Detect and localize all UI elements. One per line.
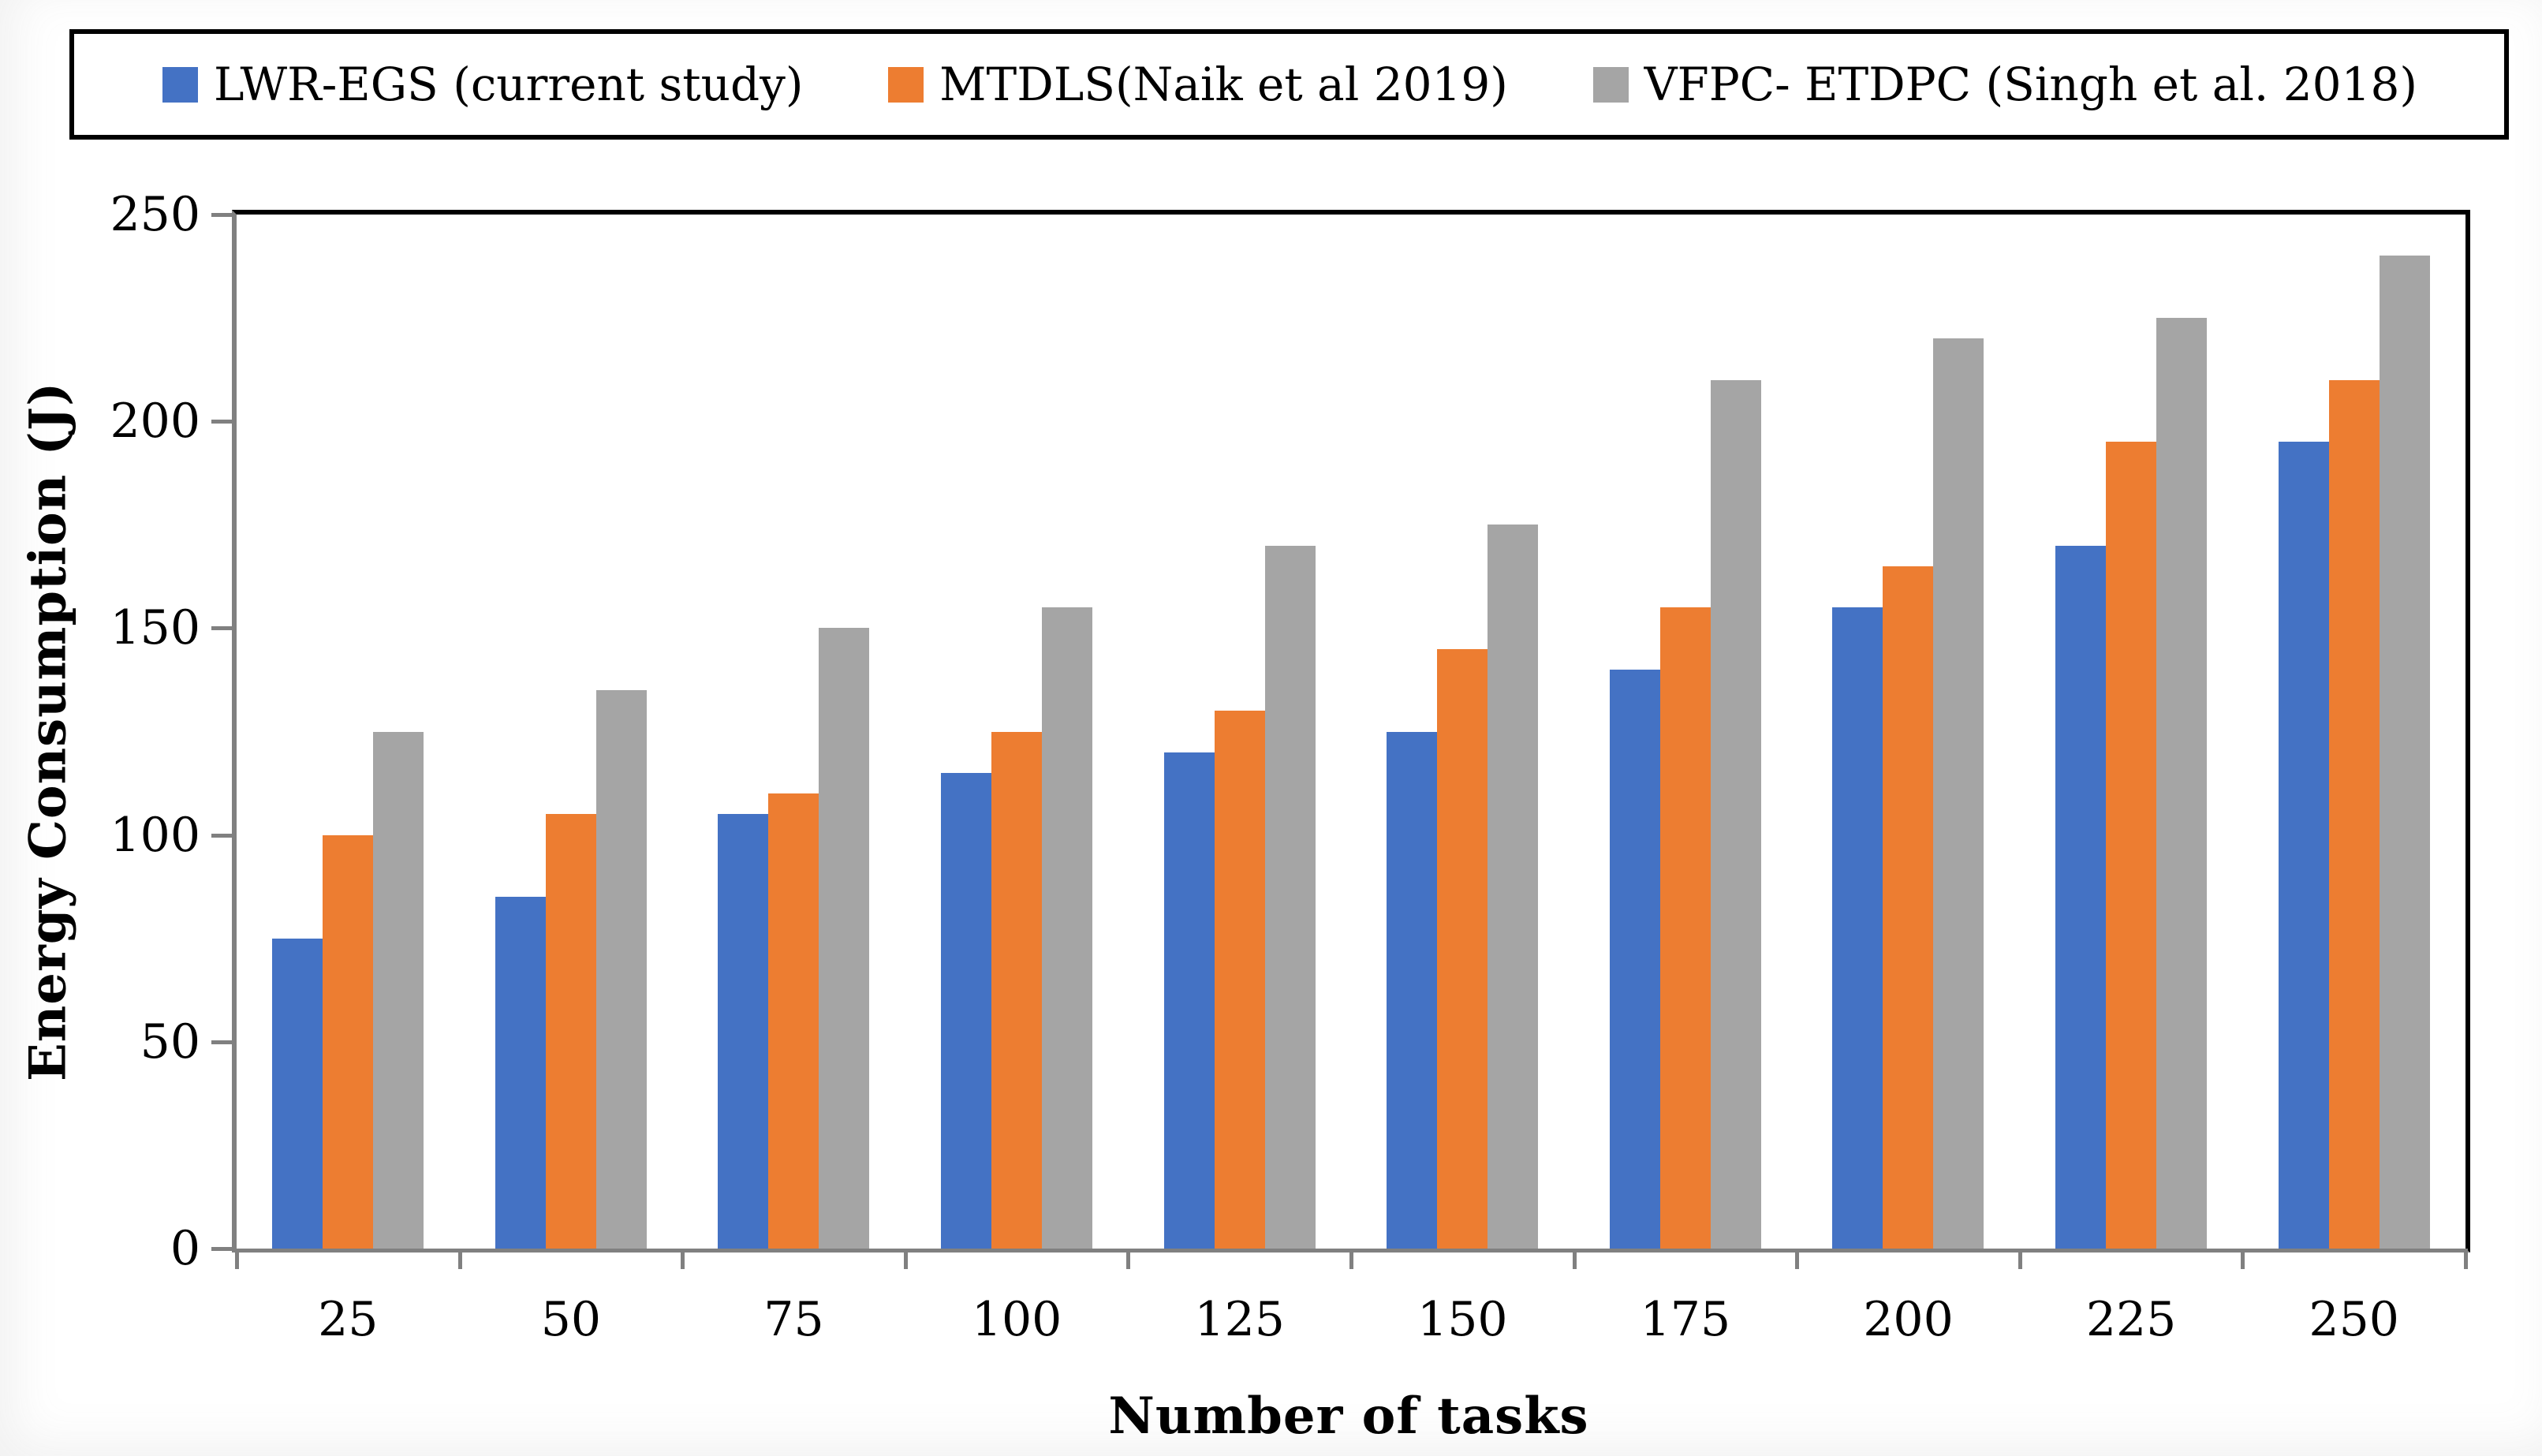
plot-area bbox=[232, 210, 2470, 1253]
legend-item-2: VFPC- ETDPC (Singh et al. 2018) bbox=[1592, 58, 2417, 111]
y-axis-tick-label: 250 bbox=[110, 187, 200, 242]
x-axis-tick bbox=[2018, 1249, 2022, 1269]
bar-series0-cat250 bbox=[2278, 442, 2329, 1249]
x-axis-tick-label: 175 bbox=[1640, 1292, 1731, 1347]
bar-series2-cat125 bbox=[1264, 545, 1316, 1249]
bar-series0-cat200 bbox=[1832, 607, 1883, 1249]
x-axis-tick bbox=[2241, 1249, 2245, 1269]
y-axis-title: Energy Consumption (J) bbox=[18, 381, 78, 1082]
legend-item-label: VFPC- ETDPC (Singh et al. 2018) bbox=[1644, 58, 2417, 111]
bar-series2-cat250 bbox=[2379, 256, 2430, 1249]
x-axis-tick-label: 100 bbox=[971, 1292, 1062, 1347]
y-axis-tick bbox=[211, 213, 232, 217]
bar-series0-cat75 bbox=[718, 814, 769, 1249]
bar-series0-cat125 bbox=[1163, 752, 1215, 1249]
bar-series2-cat225 bbox=[2156, 318, 2208, 1249]
bar-series0-cat50 bbox=[495, 897, 546, 1249]
bar-series1-cat250 bbox=[2328, 379, 2380, 1249]
x-axis-tick-label: 250 bbox=[2309, 1292, 2399, 1347]
bar-group-100 bbox=[905, 215, 1129, 1249]
bar-series2-cat75 bbox=[819, 628, 870, 1249]
x-axis-tick-label: 50 bbox=[540, 1292, 602, 1347]
x-axis-tick bbox=[2464, 1249, 2468, 1269]
legend-item-label: LWR-EGS (current study) bbox=[214, 58, 804, 111]
bar-series2-cat175 bbox=[1710, 379, 1761, 1249]
legend-swatch-icon bbox=[162, 66, 198, 103]
x-axis-tick bbox=[1795, 1249, 1800, 1269]
bar-series0-cat225 bbox=[2055, 545, 2107, 1249]
legend-swatch-icon bbox=[888, 66, 924, 103]
x-axis-tick-label: 75 bbox=[763, 1292, 824, 1347]
bar-group-200 bbox=[1797, 215, 2020, 1249]
bar-series0-cat100 bbox=[941, 772, 992, 1249]
y-axis-tick bbox=[211, 1040, 232, 1044]
bar-series2-cat25 bbox=[373, 731, 424, 1249]
bar-series0-cat175 bbox=[1609, 669, 1660, 1249]
bar-series0-cat150 bbox=[1387, 731, 1438, 1249]
x-axis-tick bbox=[681, 1249, 685, 1269]
bar-group-25 bbox=[237, 215, 460, 1249]
y-axis-tick-label: 100 bbox=[110, 807, 200, 863]
x-axis-tick bbox=[1572, 1249, 1577, 1269]
x-axis-tick bbox=[1349, 1249, 1353, 1269]
y-axis-tick-label: 200 bbox=[110, 394, 200, 450]
x-axis-tick-label: 125 bbox=[1194, 1292, 1285, 1347]
y-axis-tick-label: 50 bbox=[140, 1014, 200, 1070]
legend-item-0: LWR-EGS (current study) bbox=[162, 62, 804, 107]
bar-group-50 bbox=[460, 215, 683, 1249]
bar-series2-cat50 bbox=[595, 690, 647, 1249]
bar-series1-cat100 bbox=[991, 731, 1043, 1249]
bar-series1-cat200 bbox=[1883, 566, 1934, 1249]
bar-series0-cat25 bbox=[272, 938, 323, 1249]
bar-series2-cat100 bbox=[1042, 607, 1093, 1249]
x-axis-tick-label: 225 bbox=[2085, 1292, 2177, 1347]
legend-swatch-icon bbox=[1592, 66, 1629, 103]
x-axis-tick bbox=[235, 1249, 239, 1269]
x-axis-tick-label: 150 bbox=[1417, 1292, 1508, 1347]
bar-groups bbox=[237, 215, 2465, 1249]
bar-series2-cat150 bbox=[1487, 525, 1539, 1249]
y-axis-tick bbox=[211, 1247, 232, 1251]
x-axis-tick bbox=[1126, 1249, 1131, 1269]
bar-series1-cat75 bbox=[768, 793, 819, 1249]
y-axis-tick bbox=[211, 833, 232, 838]
bar-series2-cat200 bbox=[1933, 338, 1984, 1249]
bar-group-150 bbox=[1351, 215, 1574, 1249]
bar-series1-cat150 bbox=[1437, 648, 1488, 1249]
bar-group-75 bbox=[682, 215, 905, 1249]
legend-item-1: MTDLS(Naik et al 2019) bbox=[888, 62, 1508, 107]
y-axis-tick-label: 150 bbox=[110, 600, 200, 656]
bar-group-175 bbox=[1574, 215, 1797, 1249]
bar-series1-cat175 bbox=[1659, 607, 1711, 1249]
y-axis-tick bbox=[211, 420, 232, 424]
x-axis-tick-label: 200 bbox=[1863, 1292, 1954, 1347]
bar-series1-cat50 bbox=[545, 814, 596, 1249]
y-axis-tick bbox=[211, 626, 232, 631]
bar-group-125 bbox=[1128, 215, 1351, 1249]
bar-series1-cat25 bbox=[323, 834, 374, 1249]
x-axis-tick-label: 25 bbox=[318, 1292, 379, 1347]
x-axis-tick bbox=[903, 1249, 908, 1269]
x-axis-title: Number of tasks bbox=[1108, 1387, 1589, 1446]
y-axis-tick-label: 0 bbox=[170, 1221, 200, 1276]
bar-group-225 bbox=[2020, 215, 2243, 1249]
bar-group-250 bbox=[2242, 215, 2465, 1249]
legend-item-label: MTDLS(Naik et al 2019) bbox=[939, 58, 1508, 111]
legend: LWR-EGS (current study) MTDLS(Naik et al … bbox=[69, 29, 2509, 140]
bar-series1-cat225 bbox=[2106, 442, 2157, 1249]
bar-series1-cat125 bbox=[1214, 711, 1265, 1249]
x-axis-tick bbox=[457, 1249, 462, 1269]
